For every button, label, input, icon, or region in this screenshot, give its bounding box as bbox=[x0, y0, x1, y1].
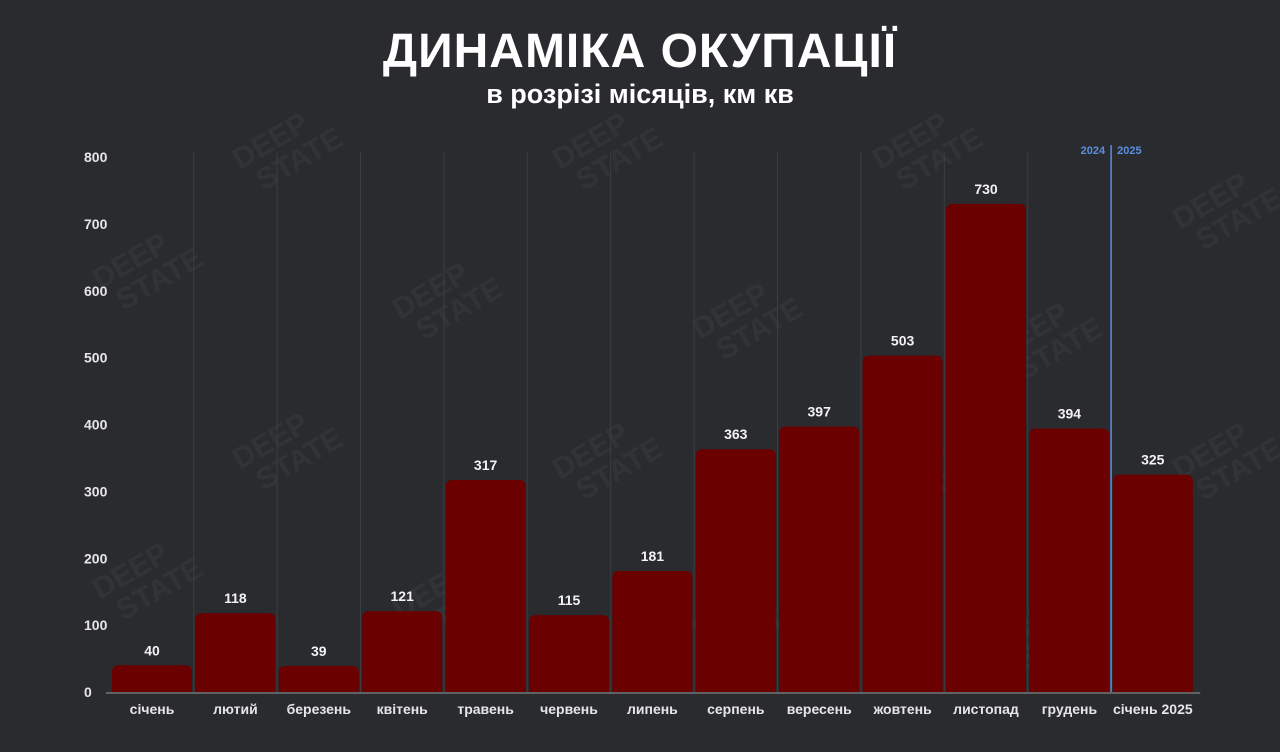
bar bbox=[362, 611, 443, 692]
bar-value-label: 397 bbox=[808, 404, 832, 420]
bar-base bbox=[278, 684, 359, 692]
bar bbox=[1029, 428, 1110, 692]
x-tick-label: лютий bbox=[213, 701, 258, 717]
bar bbox=[946, 203, 1026, 692]
y-tick-label: 400 bbox=[84, 417, 108, 433]
bar bbox=[445, 480, 526, 692]
bar-value-label: 181 bbox=[641, 548, 665, 564]
watermark: DEEPSTATE bbox=[1167, 156, 1280, 263]
bar bbox=[779, 426, 860, 692]
watermark: DEEPSTATE bbox=[547, 96, 668, 203]
x-tick-label: січень bbox=[130, 701, 175, 717]
y-tick-label: 300 bbox=[84, 483, 108, 499]
bar bbox=[529, 615, 609, 692]
bar-value-label: 115 bbox=[558, 592, 581, 608]
y-tick-label: 800 bbox=[84, 149, 108, 165]
bar-value-label: 325 bbox=[1141, 452, 1165, 468]
watermark: DEEPSTATE bbox=[547, 406, 668, 513]
bar-base bbox=[779, 684, 860, 692]
x-tick-label: січень 2025 bbox=[1113, 701, 1193, 717]
watermark: DEEPSTATE bbox=[227, 96, 348, 203]
y-tick-label: 200 bbox=[84, 550, 108, 566]
bar-value-label: 39 bbox=[311, 643, 327, 659]
value-labels: 40 118 39 121 317 115 181 363 397 503 730 394 325 bbox=[144, 181, 1164, 659]
bar-base bbox=[612, 684, 693, 692]
bar-base bbox=[529, 684, 609, 692]
bar-base bbox=[445, 684, 526, 692]
bar bbox=[195, 613, 276, 692]
bar bbox=[695, 449, 776, 692]
bar-value-label: 317 bbox=[474, 457, 498, 473]
bar-base bbox=[195, 684, 276, 692]
x-tick-label: вересень bbox=[787, 701, 852, 717]
watermark: DEEPSTATE bbox=[687, 266, 808, 373]
y-tick-label: 100 bbox=[84, 617, 108, 633]
year-divider: 2024 2025 bbox=[1081, 145, 1142, 692]
chart-subtitle: в розрізі місяців, км кв bbox=[486, 79, 794, 109]
watermark: DEEPSTATE bbox=[867, 96, 988, 203]
bar-separators bbox=[193, 152, 1029, 692]
bar-value-label: 394 bbox=[1058, 406, 1082, 422]
x-tick-label: жовтень bbox=[872, 701, 932, 717]
bar bbox=[1112, 474, 1193, 692]
x-tick-label: квітень bbox=[377, 701, 429, 717]
y-tick-label: 600 bbox=[84, 283, 108, 299]
bar-value-label: 118 bbox=[224, 590, 247, 606]
bar-base bbox=[112, 684, 192, 692]
bar-value-label: 40 bbox=[144, 642, 160, 658]
bar-base bbox=[862, 684, 943, 692]
watermark: DEEPSTATE bbox=[387, 246, 508, 353]
x-tick-label: листопад bbox=[953, 701, 1019, 717]
y-axis: 0 100 200 300 400 500 600 700 800 bbox=[84, 149, 108, 700]
bar bbox=[612, 570, 693, 692]
bar-value-label: 730 bbox=[974, 181, 998, 197]
bar-base bbox=[946, 684, 1026, 692]
x-tick-label: грудень bbox=[1042, 701, 1098, 717]
x-tick-label: березень bbox=[287, 701, 352, 717]
x-tick-label: серпень bbox=[707, 701, 765, 717]
bar-base bbox=[362, 684, 443, 692]
x-tick-label: липень bbox=[627, 701, 678, 717]
bar bbox=[862, 355, 943, 692]
bar-value-label: 363 bbox=[724, 426, 748, 442]
y-tick-label: 500 bbox=[84, 350, 108, 366]
chart-title: ДИНАМІКА ОКУПАЦІЇ bbox=[382, 25, 898, 78]
bar-value-label: 121 bbox=[391, 588, 415, 604]
bar-base bbox=[1029, 684, 1110, 692]
x-tick-label: травень bbox=[457, 701, 514, 717]
watermark: DEEPSTATE bbox=[87, 526, 208, 633]
y-tick-label: 700 bbox=[84, 216, 108, 232]
y-tick-label: 0 bbox=[84, 684, 92, 700]
bars bbox=[112, 203, 1193, 692]
watermark: DEEPSTATE bbox=[227, 396, 348, 503]
bar-base bbox=[1112, 684, 1193, 692]
year-label-right: 2025 bbox=[1117, 145, 1141, 157]
year-label-left: 2024 bbox=[1081, 145, 1106, 157]
bar-value-label: 503 bbox=[891, 333, 915, 349]
x-axis: січень лютий березень квітень травень червень… bbox=[130, 701, 1193, 717]
x-tick-label: червень bbox=[540, 701, 598, 717]
bar-base bbox=[695, 684, 776, 692]
